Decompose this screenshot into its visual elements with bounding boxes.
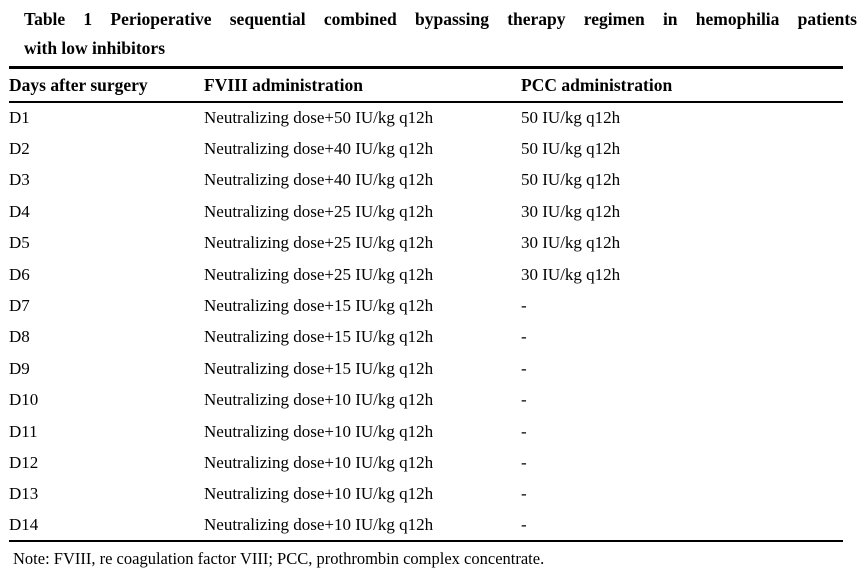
cell-fviii-administration: Neutralizing dose+40 IU/kg q12h [204, 139, 434, 159]
table-body: D1 Neutralizing dose+50 IU/kg q12h 50 IU… [9, 102, 843, 541]
cell-day: D10 [9, 390, 39, 410]
column-header-fviii-administration: FVIII administration [204, 74, 363, 95]
cell-pcc-administration: - [521, 515, 527, 535]
cell-day: D12 [9, 452, 39, 472]
cell-day: D13 [9, 484, 39, 504]
cell-fviii-administration: Neutralizing dose+15 IU/kg q12h [204, 296, 434, 316]
cell-pcc-administration: 50 IU/kg q12h [521, 139, 621, 159]
cell-fviii-administration: Neutralizing dose+10 IU/kg q12h [204, 452, 434, 472]
cell-day: D11 [9, 421, 38, 441]
cell-fviii-administration: Neutralizing dose+25 IU/kg q12h [204, 201, 434, 221]
table-row: D10 Neutralizing dose+10 IU/kg q12h - [9, 385, 843, 416]
cell-pcc-administration: - [521, 452, 527, 472]
table-row: D9 Neutralizing dose+15 IU/kg q12h - [9, 353, 843, 384]
cell-day: D7 [9, 296, 30, 316]
cell-pcc-administration: 50 IU/kg q12h [521, 170, 621, 190]
cell-day: D2 [9, 139, 30, 159]
cell-pcc-administration: - [521, 327, 527, 347]
cell-fviii-administration: Neutralizing dose+25 IU/kg q12h [204, 233, 434, 253]
cell-day: D3 [9, 170, 30, 190]
column-header-days-after-surgery: Days after surgery [9, 74, 148, 95]
cell-pcc-administration: 50 IU/kg q12h [521, 108, 621, 128]
table-header-row: Days after surgery FVIII administration … [9, 69, 843, 102]
cell-pcc-administration: - [521, 421, 527, 441]
table-caption-line1: Table 1 Perioperative sequential combine… [24, 9, 857, 29]
cell-pcc-administration: 30 IU/kg q12h [521, 201, 621, 221]
cell-fviii-administration: Neutralizing dose+10 IU/kg q12h [204, 390, 434, 410]
cell-fviii-administration: Neutralizing dose+25 IU/kg q12h [204, 264, 434, 284]
cell-fviii-administration: Neutralizing dose+10 IU/kg q12h [204, 421, 434, 441]
cell-day: D14 [9, 515, 39, 535]
table-note: Note: FVIII, re coagulation factor VIII;… [13, 549, 545, 569]
cell-pcc-administration: - [521, 484, 527, 504]
table-row: D5 Neutralizing dose+25 IU/kg q12h 30 IU… [9, 228, 843, 259]
table-row: D12 Neutralizing dose+10 IU/kg q12h - [9, 447, 843, 478]
table-row: D4 Neutralizing dose+25 IU/kg q12h 30 IU… [9, 196, 843, 227]
cell-fviii-administration: Neutralizing dose+10 IU/kg q12h [204, 515, 434, 535]
cell-fviii-administration: Neutralizing dose+40 IU/kg q12h [204, 170, 434, 190]
table-row: D7 Neutralizing dose+15 IU/kg q12h - [9, 290, 843, 321]
cell-pcc-administration: - [521, 358, 527, 378]
therapy-regimen-table: Days after surgery FVIII administration … [9, 69, 843, 543]
cell-pcc-administration: - [521, 390, 527, 410]
table-row: D1 Neutralizing dose+50 IU/kg q12h 50 IU… [9, 102, 843, 133]
table-row: D11 Neutralizing dose+10 IU/kg q12h - [9, 416, 843, 447]
cell-fviii-administration: Neutralizing dose+50 IU/kg q12h [204, 108, 434, 128]
cell-pcc-administration: - [521, 296, 527, 316]
table-row: D14 Neutralizing dose+10 IU/kg q12h - [9, 510, 843, 541]
table-row: D6 Neutralizing dose+25 IU/kg q12h 30 IU… [9, 259, 843, 290]
table-caption-line2: with low inhibitors [24, 38, 165, 58]
table-row: D13 Neutralizing dose+10 IU/kg q12h - [9, 479, 843, 510]
table-row: D8 Neutralizing dose+15 IU/kg q12h - [9, 322, 843, 353]
table-top-double-rule [9, 66, 843, 69]
table-caption: Table 1 Perioperative sequential combine… [24, 5, 857, 63]
cell-day: D4 [9, 201, 30, 221]
cell-pcc-administration: 30 IU/kg q12h [521, 233, 621, 253]
cell-day: D8 [9, 327, 30, 347]
cell-pcc-administration: 30 IU/kg q12h [521, 264, 621, 284]
cell-day: D5 [9, 233, 30, 253]
cell-day: D6 [9, 264, 30, 284]
cell-fviii-administration: Neutralizing dose+15 IU/kg q12h [204, 327, 434, 347]
table-row: D3 Neutralizing dose+40 IU/kg q12h 50 IU… [9, 165, 843, 196]
cell-day: D1 [9, 108, 30, 128]
cell-fviii-administration: Neutralizing dose+15 IU/kg q12h [204, 358, 434, 378]
cell-day: D9 [9, 358, 30, 378]
cell-fviii-administration: Neutralizing dose+10 IU/kg q12h [204, 484, 434, 504]
column-header-pcc-administration: PCC administration [521, 74, 673, 95]
table-row: D2 Neutralizing dose+40 IU/kg q12h 50 IU… [9, 133, 843, 164]
